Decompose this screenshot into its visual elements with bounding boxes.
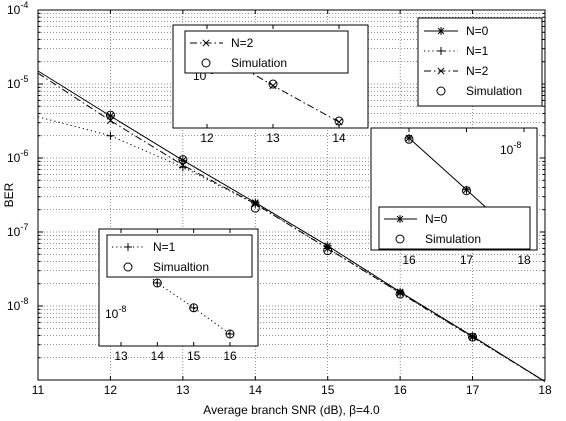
series [37,70,546,383]
inset-legend-label: Simualtion [153,260,209,274]
inset-legend: N=0 Simulation [378,206,531,250]
inset-legend-label: Simulation [425,232,481,246]
data-point [395,289,405,299]
inset-legend-entry: N=1 [112,240,176,254]
y-tick-label: 10-8 [7,296,28,313]
x-tick-label: 14 [249,383,263,397]
inset-data-point [152,278,162,288]
inset-x-tick-label: 16 [402,253,416,267]
legend-marker [437,67,445,75]
y-tick-label: 10-7 [7,222,28,239]
inset-x-tick-label: 16 [223,349,237,363]
inset-data-point [189,303,199,313]
series-simulation [105,110,478,342]
insets: 12131410-6N=2Simulation16171810-8N=0Simu… [98,24,538,363]
plot-frame [37,9,546,381]
inset-x-tick-label: 12 [200,131,214,145]
x-tick-label: 18 [538,383,552,397]
y-tick-label: 10-5 [7,74,28,91]
x-tick-label: 11 [32,383,45,397]
x-tick-label: 12 [104,383,118,397]
inset-data-point [334,116,344,126]
data-point [324,244,332,252]
inset-data-point [153,278,162,287]
inset-legend-entry: Simulation [395,232,481,246]
legend-entry: N=0 [424,24,489,38]
inset-legend-label: N=2 [231,36,254,50]
legend-marker [436,86,446,96]
legend-label: Simulation [466,84,522,98]
legend-label: N=0 [466,24,489,38]
legend-marker [437,47,445,55]
axes: 11 12 13 14 15 16 17 18 10-4 10-5 10-6 10-7 10-8 Aver… [2,0,552,417]
legend-label: N=1 [466,44,489,58]
inset-legend-label: Simulation [231,56,287,70]
y-axis-label: BER [2,182,16,207]
inset-legend-marker [123,262,133,272]
x-tick-label: 17 [466,383,480,397]
inset-legend-marker [202,39,210,47]
inset-x-tick-label: 18 [517,253,531,267]
data-point [178,156,187,165]
inset-legend-marker [395,234,405,244]
inset-x-tick-label: 15 [187,349,201,363]
inset-legend-marker [124,243,132,251]
inset-x-tick-label: 17 [460,253,474,267]
inset-x-tick-label: 13 [114,349,128,363]
legend-label: N=2 [466,64,489,78]
legend-entry: N=1 [424,44,489,58]
data-point [469,333,477,341]
inset-legend-box [378,206,531,250]
legend-entry: N=2 [424,64,489,78]
x-axis-label: Average branch SNR (dB), β=4.0 [203,403,380,417]
x-tick-label: 16 [393,383,407,397]
inset-legend-marker [201,58,211,68]
inset-series-n-1 [117,248,234,338]
inset-data-point [404,134,414,144]
inset-legend-entry: N=0 [384,212,448,226]
data-point [106,131,115,140]
inset-legend-entry: Simulation [201,56,287,70]
data-point [468,332,478,342]
y-tick-label: 10-6 [7,148,28,165]
series-line [37,72,546,383]
inset-legend-box [184,30,349,74]
inset-x-tick-label: 14 [151,349,165,363]
inset-legend-entry: Simualtion [123,260,209,274]
series-line [37,70,546,383]
x-tick-label: 15 [321,383,335,397]
legend-entry: Simulation [436,84,522,98]
inset-data-point [225,329,235,339]
data-point [323,246,333,256]
inset-legend: N=1 Simualtion [106,234,253,278]
inset-data-point [462,185,471,194]
data-point [250,203,260,213]
y-tick-label: 10-4 [7,0,28,17]
inset-legend-marker [396,215,404,223]
inset-series-line [120,251,231,335]
data-point [178,155,188,165]
inset-legend-label: N=0 [425,212,448,226]
x-tick-label: 13 [176,383,190,397]
inset-data-point [226,330,234,338]
inset-data-point [268,79,278,89]
inset-legend-label: N=1 [153,240,176,254]
inset-legend-entry: N=2 [190,36,254,50]
legend: N=0 N=1 N=2 Simulation [417,17,543,107]
inset-x-tick-label: 14 [332,131,346,145]
inset-legend: N=2 Simulation [184,30,349,74]
data-point [105,110,115,120]
legend-marker [437,27,445,35]
inset-data-point [462,186,471,196]
inset-data-point [189,303,198,312]
inset-x-tick-label: 13 [266,131,280,145]
